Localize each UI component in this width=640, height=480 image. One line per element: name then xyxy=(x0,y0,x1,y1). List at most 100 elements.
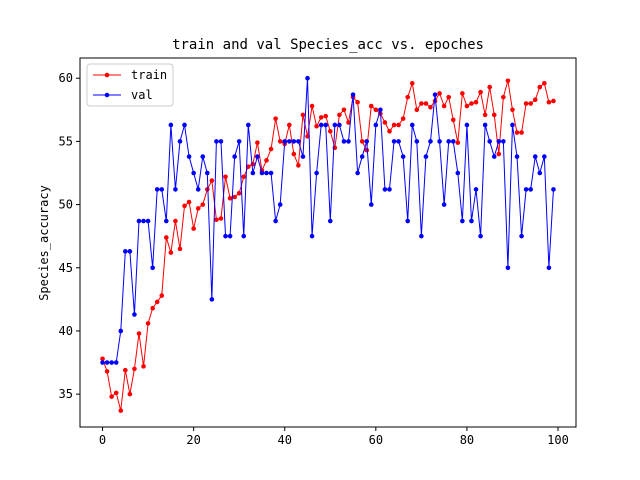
data-point-train-27 xyxy=(223,174,228,180)
data-point-train-98 xyxy=(546,99,552,105)
data-point-val-43 xyxy=(296,139,301,144)
data-point-val-24 xyxy=(209,297,215,302)
data-point-val-30 xyxy=(236,139,242,144)
data-point-val-92 xyxy=(519,233,524,239)
data-point-val-27 xyxy=(223,233,228,239)
data-point-val-10 xyxy=(145,218,151,224)
x-tick-label-40: 40 xyxy=(278,433,292,447)
data-point-val-67 xyxy=(405,218,411,224)
data-point-val-62 xyxy=(382,187,388,192)
data-point-val-16 xyxy=(173,187,178,192)
data-point-val-45 xyxy=(305,75,310,81)
data-point-val-58 xyxy=(364,139,370,144)
data-point-val-95 xyxy=(532,154,538,159)
data-point-val-25 xyxy=(214,139,219,144)
data-point-train-52 xyxy=(337,112,342,118)
x-axis: 0 20 40 60 80 100 xyxy=(99,427,569,447)
data-point-train-44 xyxy=(300,112,306,118)
data-point-val-71 xyxy=(423,154,429,159)
data-point-train-26 xyxy=(218,216,224,221)
data-point-train-17 xyxy=(177,246,183,252)
data-point-val-14 xyxy=(164,218,169,224)
data-point-train-46 xyxy=(309,103,315,109)
data-point-val-96 xyxy=(537,170,543,176)
data-point-val-81 xyxy=(469,218,474,224)
data-point-train-65 xyxy=(396,122,401,128)
y-tick-label-35: 35 xyxy=(59,387,73,401)
data-point-val-75 xyxy=(441,202,447,207)
data-point-val-3 xyxy=(113,360,119,365)
data-point-train-0 xyxy=(100,356,105,362)
data-point-val-8 xyxy=(136,218,142,224)
data-point-val-85 xyxy=(487,139,492,144)
data-point-val-53 xyxy=(341,139,347,144)
data-point-val-73 xyxy=(432,92,438,97)
data-point-train-71 xyxy=(423,101,429,106)
data-point-train-64 xyxy=(391,122,397,128)
data-point-val-91 xyxy=(514,154,520,159)
data-point-val-40 xyxy=(282,139,288,144)
data-point-train-4 xyxy=(118,408,124,413)
data-point-train-11 xyxy=(150,305,155,311)
data-point-train-62 xyxy=(382,120,388,125)
x-tick-label-0: 0 xyxy=(99,433,106,447)
data-point-train-2 xyxy=(109,394,114,399)
data-point-val-60 xyxy=(373,122,379,128)
data-point-val-69 xyxy=(414,139,420,144)
data-point-train-24 xyxy=(209,178,215,183)
data-point-val-2 xyxy=(109,360,114,365)
series-layer xyxy=(100,75,556,413)
data-point-train-18 xyxy=(182,203,187,209)
data-point-train-97 xyxy=(542,80,547,86)
data-point-train-3 xyxy=(113,390,119,396)
data-point-val-87 xyxy=(496,139,502,144)
data-point-train-5 xyxy=(123,367,128,373)
data-point-val-47 xyxy=(314,170,319,176)
data-point-train-80 xyxy=(464,103,470,109)
data-point-train-15 xyxy=(168,250,174,255)
data-point-train-28 xyxy=(227,195,233,201)
data-point-val-37 xyxy=(268,170,274,176)
data-point-train-89 xyxy=(505,78,511,84)
data-point-val-35 xyxy=(259,170,265,176)
data-point-val-50 xyxy=(327,218,333,224)
data-point-train-8 xyxy=(136,331,142,336)
data-point-train-85 xyxy=(487,84,492,90)
data-point-val-68 xyxy=(409,122,415,128)
data-point-val-18 xyxy=(182,122,187,128)
data-point-train-9 xyxy=(141,364,146,369)
data-point-train-72 xyxy=(428,104,433,110)
data-point-train-56 xyxy=(355,99,360,105)
data-point-val-13 xyxy=(159,187,165,192)
data-point-val-97 xyxy=(542,154,547,159)
data-point-val-48 xyxy=(318,122,324,128)
data-point-val-56 xyxy=(355,170,360,176)
series-line-train xyxy=(102,80,554,412)
data-point-train-59 xyxy=(368,103,374,109)
data-point-val-64 xyxy=(391,139,397,144)
data-point-val-94 xyxy=(528,187,533,192)
data-point-val-41 xyxy=(286,139,292,144)
data-point-val-65 xyxy=(396,139,401,144)
data-point-train-36 xyxy=(264,158,269,163)
data-point-train-57 xyxy=(359,139,365,144)
data-point-val-99 xyxy=(551,187,556,192)
data-point-val-44 xyxy=(300,154,306,159)
y-tick-label-50: 50 xyxy=(59,198,73,212)
data-point-val-78 xyxy=(455,170,461,176)
y-tick-label-40: 40 xyxy=(59,324,73,338)
data-point-train-12 xyxy=(154,299,160,305)
y-tick-label-55: 55 xyxy=(59,134,73,148)
data-point-val-23 xyxy=(205,170,210,176)
data-point-train-92 xyxy=(519,130,524,135)
data-point-train-68 xyxy=(409,80,415,86)
data-point-train-32 xyxy=(245,164,251,169)
data-point-val-76 xyxy=(446,139,452,144)
data-point-val-84 xyxy=(482,122,488,128)
data-point-val-7 xyxy=(132,312,137,317)
data-point-val-98 xyxy=(546,265,552,271)
data-point-train-86 xyxy=(491,112,497,118)
data-point-train-31 xyxy=(241,174,247,180)
data-point-val-66 xyxy=(400,154,406,159)
data-point-val-57 xyxy=(359,154,365,159)
